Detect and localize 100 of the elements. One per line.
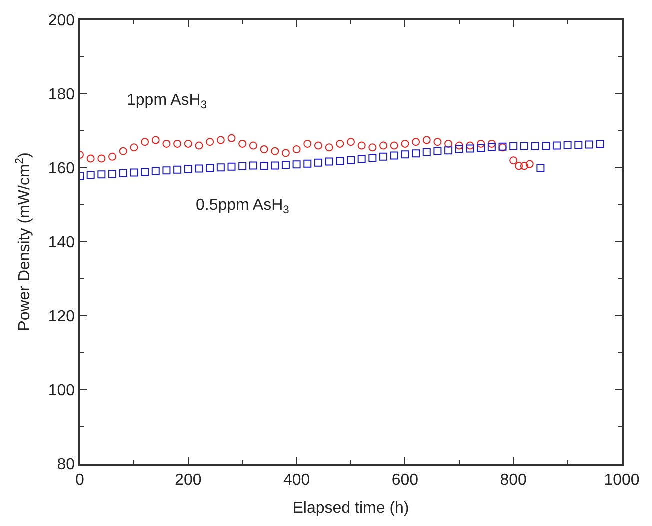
point <box>325 158 334 166</box>
point <box>216 136 225 144</box>
point <box>347 156 355 164</box>
point <box>152 136 160 144</box>
point <box>108 152 117 161</box>
point <box>542 142 550 150</box>
x-tick-label: 400 <box>283 472 310 489</box>
point <box>228 134 236 142</box>
x-axis-title: Elapsed time (h) <box>292 500 410 518</box>
point <box>515 162 524 170</box>
point <box>141 138 150 146</box>
point <box>412 138 420 146</box>
y-tick-label: 180 <box>48 86 76 104</box>
point <box>536 164 545 172</box>
point <box>130 144 138 152</box>
point <box>574 141 583 150</box>
point <box>336 156 344 165</box>
point <box>108 170 117 178</box>
point <box>380 152 388 161</box>
point <box>260 146 268 154</box>
point <box>585 140 594 149</box>
point <box>390 142 398 150</box>
point <box>304 140 312 148</box>
point <box>358 155 366 164</box>
point <box>520 142 528 151</box>
point <box>477 144 486 152</box>
point <box>119 170 128 178</box>
x-tick-label: 800 <box>500 472 528 489</box>
point <box>314 158 322 167</box>
point <box>368 154 377 162</box>
point <box>455 146 464 154</box>
point <box>292 160 301 169</box>
point <box>162 166 171 175</box>
point <box>314 142 322 150</box>
point <box>434 147 442 156</box>
point <box>206 164 214 172</box>
y-tick-label: 140 <box>48 234 76 252</box>
point <box>195 164 204 173</box>
point <box>552 142 561 150</box>
point <box>488 140 496 148</box>
point <box>184 140 192 148</box>
point <box>130 168 138 177</box>
point <box>526 160 534 168</box>
point <box>216 164 225 172</box>
point <box>325 144 334 152</box>
point <box>238 140 247 148</box>
point <box>228 162 236 171</box>
point <box>412 150 420 158</box>
point <box>466 142 474 150</box>
point <box>466 144 474 153</box>
point <box>380 142 388 150</box>
point <box>86 154 95 163</box>
point <box>422 136 431 144</box>
point <box>401 150 410 159</box>
point <box>86 171 95 180</box>
point <box>434 138 442 146</box>
x-tick-label: 600 <box>392 472 419 489</box>
point <box>162 140 171 148</box>
point <box>249 142 258 150</box>
point <box>564 141 572 150</box>
point <box>444 140 453 148</box>
point <box>368 144 377 152</box>
x-tick-label: 1000 <box>604 472 640 489</box>
point <box>282 161 290 170</box>
point <box>347 138 355 146</box>
point <box>141 168 150 176</box>
point <box>174 166 182 174</box>
point <box>304 160 312 168</box>
point <box>174 140 182 148</box>
point <box>98 170 106 179</box>
point <box>260 162 268 170</box>
point <box>249 162 258 170</box>
point <box>488 143 496 152</box>
y-tick-label: 100 <box>48 382 76 400</box>
point <box>455 142 464 150</box>
y-tick-label: 200 <box>48 12 76 30</box>
point <box>510 156 518 165</box>
y-tick-label: 160 <box>48 160 76 178</box>
point <box>358 142 366 150</box>
series-label: 0.5ppm AsH$_{3}$ <box>196 197 290 216</box>
point <box>401 140 410 148</box>
point <box>444 146 453 155</box>
point <box>98 154 106 163</box>
point <box>422 148 431 156</box>
point <box>336 140 344 148</box>
point <box>271 162 280 170</box>
series-label: 1ppm AsH$_{3}$ <box>127 92 208 112</box>
point <box>390 152 398 160</box>
point <box>206 138 214 146</box>
point <box>292 146 301 154</box>
point <box>184 165 192 174</box>
point <box>510 142 518 151</box>
point <box>119 147 128 156</box>
point <box>596 140 604 148</box>
y-tick-label: 80 <box>57 456 76 474</box>
x-tick-label: 200 <box>175 472 202 489</box>
point <box>195 142 204 150</box>
point <box>477 140 486 148</box>
y-tick-label: 120 <box>48 308 76 326</box>
point <box>520 162 528 170</box>
